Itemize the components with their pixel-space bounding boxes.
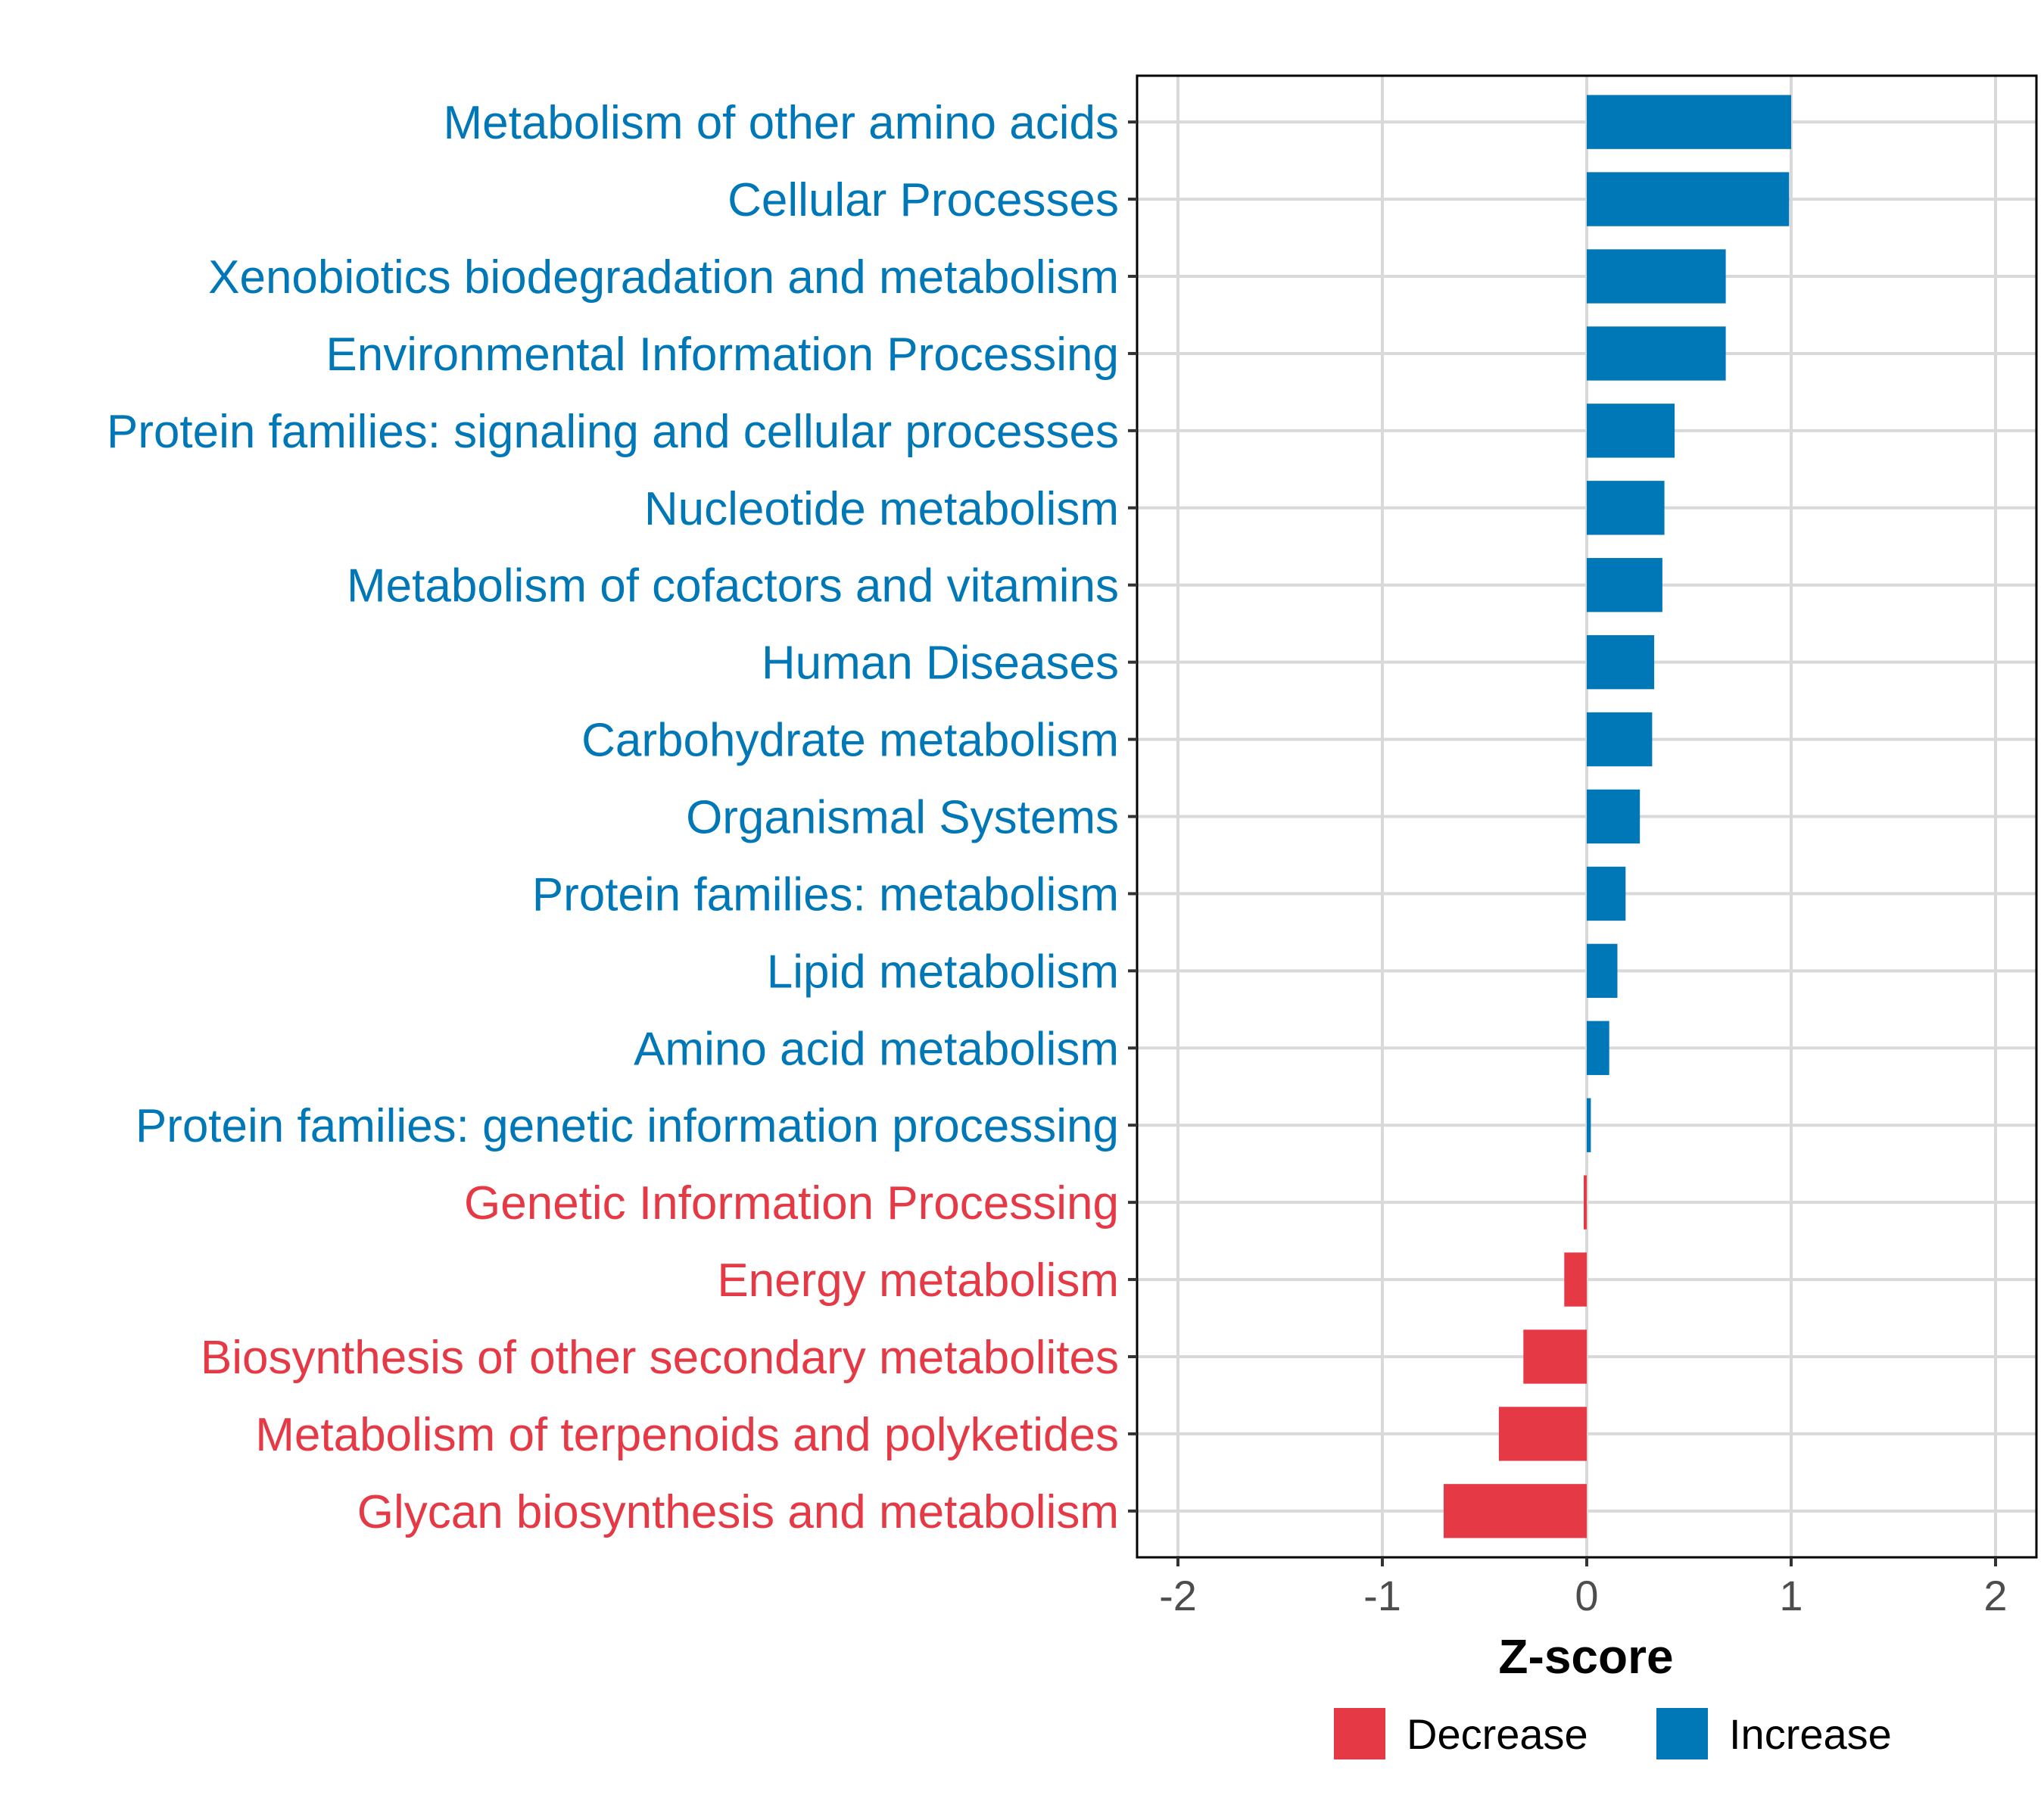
category-label: Metabolism of cofactors and vitamins: [347, 560, 1119, 612]
legend: Decrease Increase: [1334, 1708, 1892, 1759]
bar: [1587, 172, 1790, 226]
category-label: Lipid metabolism: [767, 946, 1119, 998]
x-tick-label: 2: [1983, 1572, 2007, 1619]
category-label-layer: Metabolism of other amino acids Cellular …: [107, 97, 1119, 1538]
legend-swatch: [1656, 1708, 1708, 1759]
category-label: Organismal Systems: [686, 792, 1119, 844]
category-label: Amino acid metabolism: [634, 1023, 1119, 1075]
category-label: Glycan biosynthesis and metabolism: [357, 1486, 1119, 1538]
bar: [1444, 1484, 1587, 1538]
bar: [1587, 866, 1626, 921]
category-label: Metabolism of terpenoids and polyketides: [255, 1409, 1119, 1461]
bar: [1564, 1252, 1587, 1307]
bar: [1498, 1407, 1587, 1461]
bar-layer: [1444, 95, 1791, 1538]
bar: [1587, 712, 1653, 767]
category-label: Biosynthesis of other secondary metaboli…: [201, 1332, 1119, 1384]
bar: [1587, 634, 1655, 690]
x-axis-title: Z-score: [1498, 1629, 1673, 1684]
category-label: Xenobiotics biodegradation and metabolis…: [208, 251, 1119, 304]
category-label: Protein families: genetic information pr…: [136, 1100, 1119, 1152]
x-tick-label: -1: [1363, 1572, 1401, 1619]
bar: [1587, 404, 1675, 458]
bar: [1587, 95, 1791, 149]
bar: [1584, 1175, 1587, 1230]
legend-label: Increase: [1729, 1710, 1892, 1758]
bar: [1587, 1021, 1609, 1075]
bar: [1587, 249, 1726, 304]
bar: [1523, 1329, 1587, 1384]
bar: [1587, 481, 1665, 535]
category-label: Carbohydrate metabolism: [581, 715, 1119, 767]
category-label: Protein families: signaling and cellular…: [107, 406, 1119, 458]
x-tick-label: -2: [1159, 1572, 1197, 1619]
category-label: Nucleotide metabolism: [644, 483, 1119, 535]
bar: [1587, 1098, 1591, 1152]
category-label: Human Diseases: [762, 637, 1119, 690]
category-label: Cellular Processes: [728, 174, 1119, 226]
bar: [1587, 943, 1618, 999]
category-label: Protein families: metabolism: [532, 868, 1119, 921]
category-label: Metabolism of other amino acids: [443, 97, 1119, 149]
bar: [1587, 326, 1726, 381]
axis-layer: -2 -1 0 1 2: [1128, 74, 2038, 1619]
legend-label: Decrease: [1407, 1710, 1588, 1758]
x-tick-label: 0: [1575, 1572, 1598, 1619]
category-label: Energy metabolism: [717, 1254, 1119, 1307]
legend-swatch: [1334, 1708, 1385, 1759]
bar: [1587, 558, 1662, 612]
category-label: Genetic Information Processing: [464, 1177, 1119, 1230]
x-tick-label: 1: [1779, 1572, 1803, 1619]
category-label: Environmental Information Processing: [326, 329, 1119, 381]
bar: [1587, 789, 1640, 844]
